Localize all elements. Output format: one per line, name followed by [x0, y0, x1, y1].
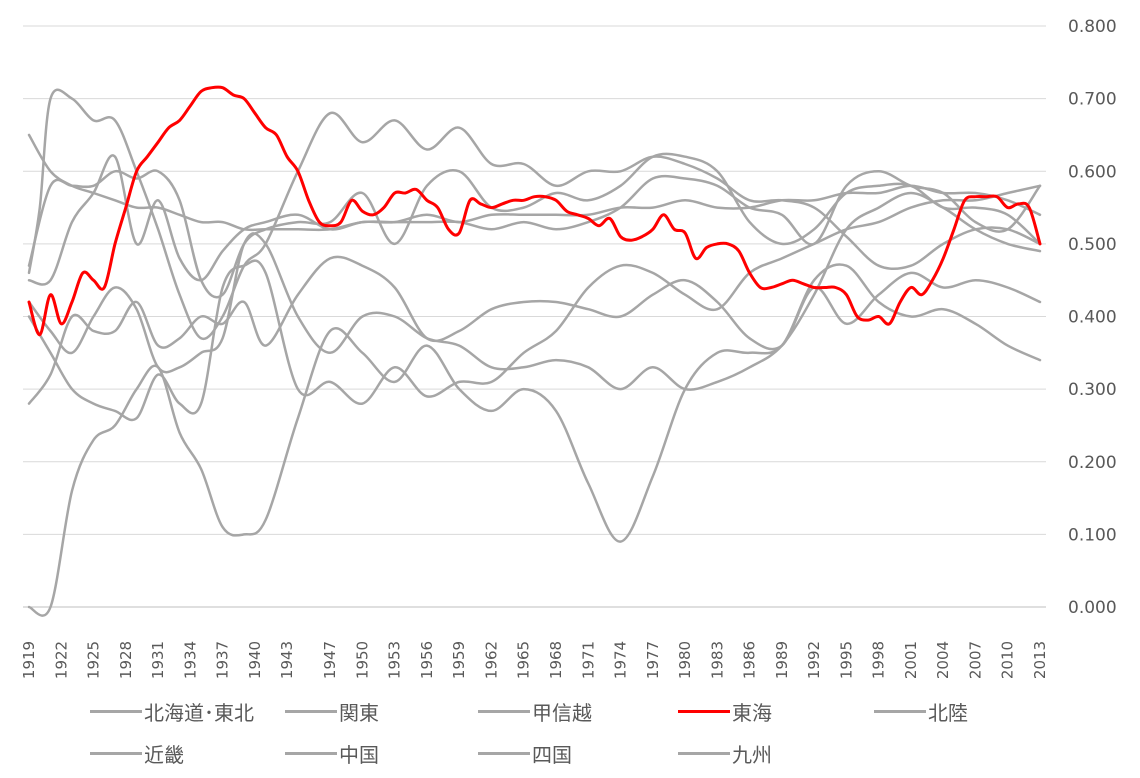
x-tick-label: 2010	[999, 641, 1017, 679]
series-line-中国	[27, 255, 1042, 405]
series-line-近畿	[27, 263, 1042, 617]
x-tick-label: 1980	[676, 641, 694, 679]
x-tick-label: 1959	[450, 641, 468, 679]
legend-label: 中国	[339, 742, 379, 767]
series-line-四国	[27, 184, 1042, 422]
y-tick-label: 0.300	[1068, 380, 1117, 400]
legend-item: 関東	[285, 696, 379, 726]
legend-item: 中国	[285, 738, 379, 768]
legend-label: 北陸	[928, 700, 968, 725]
series-line-甲信越	[27, 152, 1042, 299]
x-tick-label: 1968	[547, 641, 565, 679]
x-tick-label: 1919	[20, 641, 38, 679]
series-line-東海	[27, 85, 1042, 337]
x-tick-label: 1931	[149, 641, 167, 679]
legend-swatch	[478, 709, 530, 713]
legend-swatch	[874, 709, 926, 713]
legend-swatch	[90, 751, 142, 755]
x-tick-label: 2004	[934, 641, 952, 679]
legend-item: 北陸	[874, 696, 968, 726]
legend-item: 甲信越	[478, 696, 592, 726]
legend-swatch	[90, 709, 142, 713]
series-line-北陸	[27, 154, 1042, 286]
legend-swatch	[478, 751, 530, 755]
series-line-北海道･東北	[27, 133, 1042, 232]
x-tick-label: 1943	[278, 641, 296, 679]
x-tick-label: 1998	[870, 641, 888, 679]
legend-swatch	[678, 751, 730, 755]
y-tick-label: 0.400	[1068, 308, 1117, 328]
x-tick-label: 2001	[902, 641, 920, 679]
y-tick-label: 0.500	[1068, 235, 1117, 255]
legend-label: 九州	[732, 742, 772, 767]
x-tick-label: 1922	[52, 641, 70, 679]
legend-item: 東海	[678, 696, 772, 726]
y-tick-label: 0.100	[1068, 525, 1117, 545]
y-tick-label: 0.200	[1068, 453, 1117, 473]
x-tick-label: 1962	[482, 641, 500, 679]
y-tick-label: 0.700	[1068, 90, 1117, 110]
x-tick-label: 1928	[117, 641, 135, 679]
legend-item: 北海道･東北	[90, 696, 254, 726]
x-tick-label: 1950	[353, 641, 371, 679]
legend-item: 四国	[478, 738, 572, 768]
legend-label: 四国	[532, 742, 572, 767]
series-line-九州	[27, 191, 1042, 391]
legend-label: 甲信越	[532, 700, 592, 725]
x-tick-label: 2013	[1031, 641, 1049, 679]
x-tick-label: 1983	[708, 641, 726, 679]
x-tick-label: 1940	[246, 641, 264, 679]
x-tick-label: 1937	[214, 641, 232, 679]
x-tick-label: 1995	[837, 641, 855, 679]
x-tick-label: 1956	[418, 641, 436, 679]
legend-label: 東海	[732, 700, 772, 725]
x-tick-label: 1992	[805, 641, 823, 679]
x-tick-label: 1953	[386, 641, 404, 679]
x-tick-label: 1974	[612, 641, 630, 679]
x-tick-label: 1986	[741, 641, 759, 679]
x-tick-label: 1947	[321, 641, 339, 679]
legend-item: 近畿	[90, 738, 184, 768]
x-tick-label: 1934	[181, 641, 199, 679]
legend-swatch	[678, 709, 730, 713]
x-tick-label: 1965	[515, 641, 533, 679]
y-tick-label: 0.600	[1068, 162, 1117, 182]
legend-swatch	[285, 709, 337, 713]
legend-label: 北海道･東北	[144, 700, 254, 725]
x-tick-label: 2007	[966, 641, 984, 679]
series-line-関東	[27, 88, 1042, 341]
legend-label: 関東	[339, 700, 379, 725]
x-tick-label: 1977	[644, 641, 662, 679]
legend-swatch	[285, 751, 337, 755]
x-tick-label: 1971	[579, 641, 597, 679]
x-tick-label: 1989	[773, 641, 791, 679]
y-tick-label: 0.800	[1068, 17, 1117, 37]
y-tick-label: 0.000	[1068, 598, 1117, 618]
x-tick-label: 1925	[85, 641, 103, 679]
legend-item: 九州	[678, 738, 772, 768]
legend-label: 近畿	[144, 742, 184, 767]
